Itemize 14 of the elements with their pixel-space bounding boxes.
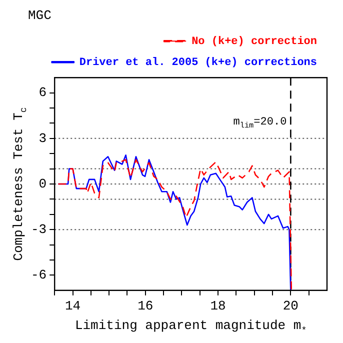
y-axis-title: Completeness Test Tc — [11, 107, 29, 261]
y-tick-label: 3 — [38, 130, 47, 146]
y-tick-label: -3 — [30, 222, 47, 238]
x-tick-label: 16 — [138, 298, 154, 314]
x-tick-label: 18 — [210, 298, 226, 314]
x-tick-label: 20 — [282, 298, 298, 314]
y-tick-label: 6 — [38, 85, 47, 100]
x-tick-label: 14 — [64, 298, 81, 314]
x-axis-title: Limiting apparent magnitude m* — [74, 318, 307, 336]
y-tick-label: -6 — [30, 268, 47, 283]
chart-title: MGC — [28, 8, 52, 24]
legend-label: Driver et al. 2005 (k+e) corrections — [79, 56, 317, 69]
y-tick-label: 0 — [38, 176, 47, 192]
legend-label: No (k+e) correction — [192, 36, 317, 48]
